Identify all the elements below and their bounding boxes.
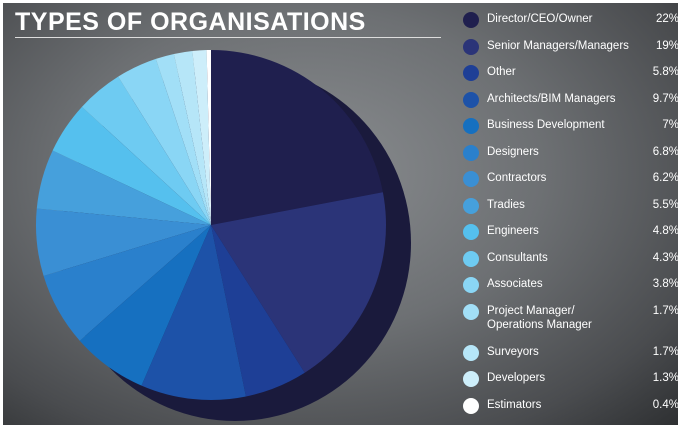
pie-slice xyxy=(206,50,211,225)
pie-slice xyxy=(36,150,211,225)
legend-label: Estimators xyxy=(487,398,542,411)
legend-item: Senior Managers/Managers 19% xyxy=(459,33,678,60)
legend-swatch xyxy=(463,171,479,187)
pie-slice xyxy=(173,50,211,225)
legend-swatch xyxy=(463,303,479,320)
title-rule xyxy=(15,37,441,38)
value-label: 5.5% xyxy=(652,198,678,211)
legend-swatch xyxy=(463,65,479,81)
value-label: 3.8% xyxy=(652,278,678,290)
legend-item: Contractors 6.2% xyxy=(459,165,678,192)
legend-swatch xyxy=(463,12,479,28)
legend-label: Director/CEO/Owner xyxy=(487,13,593,25)
legend-swatch xyxy=(463,397,479,414)
pie-slice xyxy=(52,106,211,225)
value-label: 1.7% xyxy=(652,304,678,317)
legend-item: Project Manager/ Operations Manager 1.7% xyxy=(459,298,678,339)
legend-label: Business Development xyxy=(487,119,605,131)
legend-label: Tradies xyxy=(487,198,525,211)
chart: TYPES OF ORGANISATIONS Director/CEO/Owne… xyxy=(3,3,678,425)
legend-item: Associates 3.8% xyxy=(459,271,678,298)
legend-swatch xyxy=(463,118,479,134)
pie-slice xyxy=(81,76,211,225)
legend-label: Project Manager/ Operations Manager xyxy=(487,304,592,332)
legend-swatch xyxy=(463,38,479,55)
legend: Director/CEO/Owner 22% Senior Managers/Man… xyxy=(459,6,678,418)
legend-item: Engineers 4.8% xyxy=(459,218,678,245)
legend-label: Designers xyxy=(487,145,539,158)
legend-item: Architects/BIM Managers 9.7% xyxy=(459,86,678,113)
legend-item: Director/CEO/Owner 22% xyxy=(459,6,678,33)
pie-slice xyxy=(79,225,211,386)
value-label: 6.8% xyxy=(652,145,678,158)
legend-swatch xyxy=(463,344,479,361)
value-label: 1.7% xyxy=(652,345,678,358)
value-label: 22% xyxy=(655,13,678,25)
value-label: 4.3% xyxy=(652,251,678,264)
legend-swatch xyxy=(463,371,479,387)
legend-label: Consultants xyxy=(487,251,548,264)
legend-item: Estimators 0.4% xyxy=(459,392,678,419)
legend-item: Designers 6.8% xyxy=(459,139,678,166)
value-label: 6.2% xyxy=(652,172,678,184)
legend-item: Other 5.8% xyxy=(459,59,678,86)
pie-slice xyxy=(211,192,386,373)
legend-label: Developers xyxy=(487,372,546,384)
legend-item: Tradies 5.5% xyxy=(459,192,678,219)
pie-slice xyxy=(211,225,305,397)
legend-swatch xyxy=(463,91,479,108)
pie-slice xyxy=(192,50,211,225)
value-label: 9.7% xyxy=(652,92,678,105)
value-label: 7% xyxy=(662,119,678,131)
pie-slice xyxy=(118,58,211,226)
legend-swatch xyxy=(463,250,479,267)
legend-label: Contractors xyxy=(487,172,547,184)
legend-label: Other xyxy=(487,66,516,78)
pie-slice xyxy=(155,53,211,226)
value-label: 4.8% xyxy=(652,225,678,237)
legend-swatch xyxy=(463,197,479,214)
legend-item: Developers 1.3% xyxy=(459,365,678,392)
value-label: 19% xyxy=(655,39,678,52)
legend-item: Consultants 4.3% xyxy=(459,245,678,272)
legend-label: Associates xyxy=(487,278,543,290)
value-label: 5.8% xyxy=(652,66,678,78)
pie-slice xyxy=(141,225,246,401)
legend-swatch xyxy=(463,224,479,240)
legend-label: Senior Managers/Managers xyxy=(487,39,629,52)
legend-label: Engineers xyxy=(487,225,539,237)
chart-title: TYPES OF ORGANISATIONS xyxy=(15,8,366,36)
legend-label: Surveyors xyxy=(487,345,539,358)
legend-item: Surveyors 1.7% xyxy=(459,339,678,366)
pie-area xyxy=(36,50,411,421)
legend-swatch xyxy=(463,144,479,161)
legend-item: Business Development 7% xyxy=(459,112,678,139)
pie-slice xyxy=(36,208,212,276)
pie-slice xyxy=(43,225,211,341)
pie-slice xyxy=(211,50,383,225)
value-label: 0.4% xyxy=(652,398,678,411)
legend-label: Architects/BIM Managers xyxy=(487,92,616,105)
legend-swatch xyxy=(463,277,479,293)
value-label: 1.3% xyxy=(652,372,678,384)
